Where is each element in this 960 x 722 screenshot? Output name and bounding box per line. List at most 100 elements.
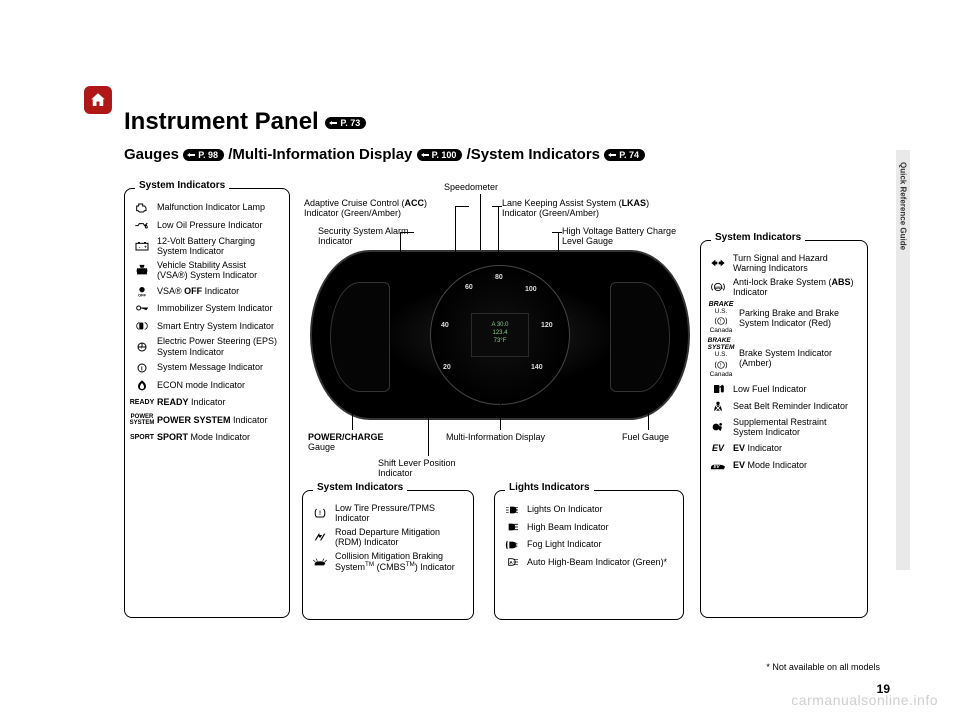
house-icon [89, 91, 107, 109]
indicator-label: EV Indicator [733, 443, 782, 453]
svg-text:!: ! [720, 319, 721, 325]
indicator-row: ! Low Tire Pressure/TPMS Indicator [311, 503, 463, 524]
footnote: * Not available on all models [766, 662, 880, 672]
speedometer: A 30.0 123.4 73°F 20 40 60 80 100 120 14… [430, 265, 570, 405]
power-charge-gauge [330, 282, 390, 392]
title-text: Instrument Panel [124, 108, 319, 135]
indicator-row: OFFVSA® OFF Indicator [133, 284, 279, 298]
indicator-label: Seat Belt Reminder Indicator [733, 401, 848, 411]
indicator-label: Road Departure Mitigation (RDM) Indicato… [335, 527, 463, 548]
mid-line3: 73°F [472, 338, 528, 346]
indicator-label: Turn Signal and Hazard Warning Indicator… [733, 253, 857, 274]
airbag-icon [709, 420, 727, 434]
indicator-row: Low Fuel Indicator [709, 382, 857, 396]
tick-140: 140 [531, 364, 543, 371]
side-tab: Quick Reference Guide [896, 150, 910, 570]
mid-line1: A 30.0 [472, 322, 528, 330]
indicator-label: Auto High-Beam Indicator (Green)* [527, 557, 667, 567]
sub-gauges: Gauges [124, 146, 179, 163]
indicator-row: BRAKEU.S.!CanadaParking Brake and Brake … [709, 301, 857, 335]
sub-mid: /Multi-Information Display [228, 146, 412, 163]
tpms-icon: ! [311, 506, 329, 520]
engine-icon [133, 201, 151, 215]
seatbelt-icon [709, 399, 727, 413]
panel-left-system-indicators: System Indicators Malfunction Indicator … [124, 188, 290, 618]
highbeam-icon [503, 520, 521, 534]
indicator-row: SPORTSPORT Mode Indicator [133, 431, 279, 445]
indicator-label: 12-Volt Battery Charging System Indicato… [157, 236, 279, 257]
indicator-row: READY READY Indicator [133, 396, 279, 410]
tick-60: 60 [465, 284, 473, 291]
hand-icon [607, 151, 617, 159]
indicator-label: Anti-lock Brake System (ABS) Indicator [733, 277, 857, 298]
oil-icon [133, 218, 151, 232]
indicator-row: Smart Entry System Indicator [133, 319, 279, 333]
svg-text:!: ! [319, 511, 321, 517]
indicator-row: ! Electric Power Steering (EPS) System In… [133, 336, 279, 357]
line-hv-h [552, 232, 562, 233]
smartentry-icon [133, 319, 151, 333]
line-lkas [498, 206, 499, 258]
text-icon: SPORT [133, 431, 151, 445]
instrument-cluster: A 30.0 123.4 73°F 20 40 60 80 100 120 14… [310, 250, 690, 420]
indicator-row: POWERSYSTEMPOWER SYSTEM Indicator [133, 413, 279, 427]
svg-text:EV: EV [714, 463, 721, 468]
svg-text:!: ! [141, 346, 142, 350]
line-lkas-h [492, 206, 502, 207]
fuel-icon [709, 382, 727, 396]
line-speedo [480, 194, 481, 250]
turn-icon [709, 256, 727, 270]
indicator-label: Low Oil Pressure Indicator [157, 220, 263, 230]
info-icon: i [133, 361, 151, 375]
battery-icon: -+ [133, 239, 151, 253]
indicator-label: Brake System Indicator (Amber) [739, 348, 857, 369]
sub-sys-pill: P. 74 [604, 149, 645, 161]
svg-text:ABS: ABS [714, 285, 723, 290]
svg-text:A: A [509, 560, 513, 565]
callout-speedometer: Speedometer [444, 182, 498, 192]
line-security [400, 232, 401, 280]
evmode-icon: EV [709, 459, 727, 473]
multi-info-display: A 30.0 123.4 73°F [471, 313, 529, 357]
callout-acc: Adaptive Cruise Control (ACC) Indicator … [304, 198, 464, 219]
home-icon[interactable] [84, 86, 112, 114]
indicator-row: Collision Mitigation Braking SystemTM (C… [311, 551, 463, 573]
text-icon: READY [133, 396, 151, 410]
indicator-row: BRAKESYSTEMU.S.!CanadaBrake System Indic… [709, 338, 857, 378]
indicator-row: -+ 12-Volt Battery Charging System Indica… [133, 236, 279, 257]
tick-120: 120 [541, 322, 553, 329]
key-icon [133, 301, 151, 315]
callout-fuel: Fuel Gauge [622, 432, 692, 442]
indicator-label: POWER SYSTEM Indicator [157, 415, 268, 425]
svg-text:!: ! [720, 363, 721, 369]
indicator-label: Immobilizer System Indicator [157, 303, 273, 313]
indicator-row: Immobilizer System Indicator [133, 301, 279, 315]
indicator-label: System Message Indicator [157, 362, 263, 372]
svg-text:+: + [144, 245, 147, 250]
indicator-label: READY Indicator [157, 397, 226, 407]
mid-line2: 123.4 [472, 330, 528, 338]
sub-sys: /System Indicators [467, 146, 600, 163]
indicator-label: Low Tire Pressure/TPMS Indicator [335, 503, 463, 524]
indicator-label: Parking Brake and Brake System Indicator… [739, 308, 857, 329]
line-pcg [352, 400, 353, 430]
vsa-icon [133, 263, 151, 277]
line-security-h [400, 232, 414, 233]
tick-100: 100 [525, 286, 537, 293]
subtitle: Gauges P. 98 /Multi-Information Display … [124, 146, 645, 163]
line-fuel [648, 400, 649, 430]
indicator-row: Fog Light Indicator [503, 538, 673, 552]
callout-shift: Shift Lever Position Indicator [378, 458, 488, 479]
indicator-label: ECON mode Indicator [157, 380, 245, 390]
tick-20: 20 [443, 364, 451, 371]
panel-bottom-lights-indicators: Lights Indicators Lights On IndicatorHig… [494, 490, 684, 620]
panel-right-system-indicators: System Indicators Turn Signal and Hazard… [700, 240, 868, 618]
indicator-row: Turn Signal and Hazard Warning Indicator… [709, 253, 857, 274]
indicator-row: Road Departure Mitigation (RDM) Indicato… [311, 527, 463, 548]
sub-mid-pill: P. 100 [417, 149, 463, 161]
indicator-row: EVEV Mode Indicator [709, 459, 857, 473]
hand-icon [186, 151, 196, 159]
line-hv [558, 232, 559, 272]
callout-pcg: POWER/CHARGE Gauge [308, 432, 398, 453]
indicator-label: Electric Power Steering (EPS) System Ind… [157, 336, 279, 357]
